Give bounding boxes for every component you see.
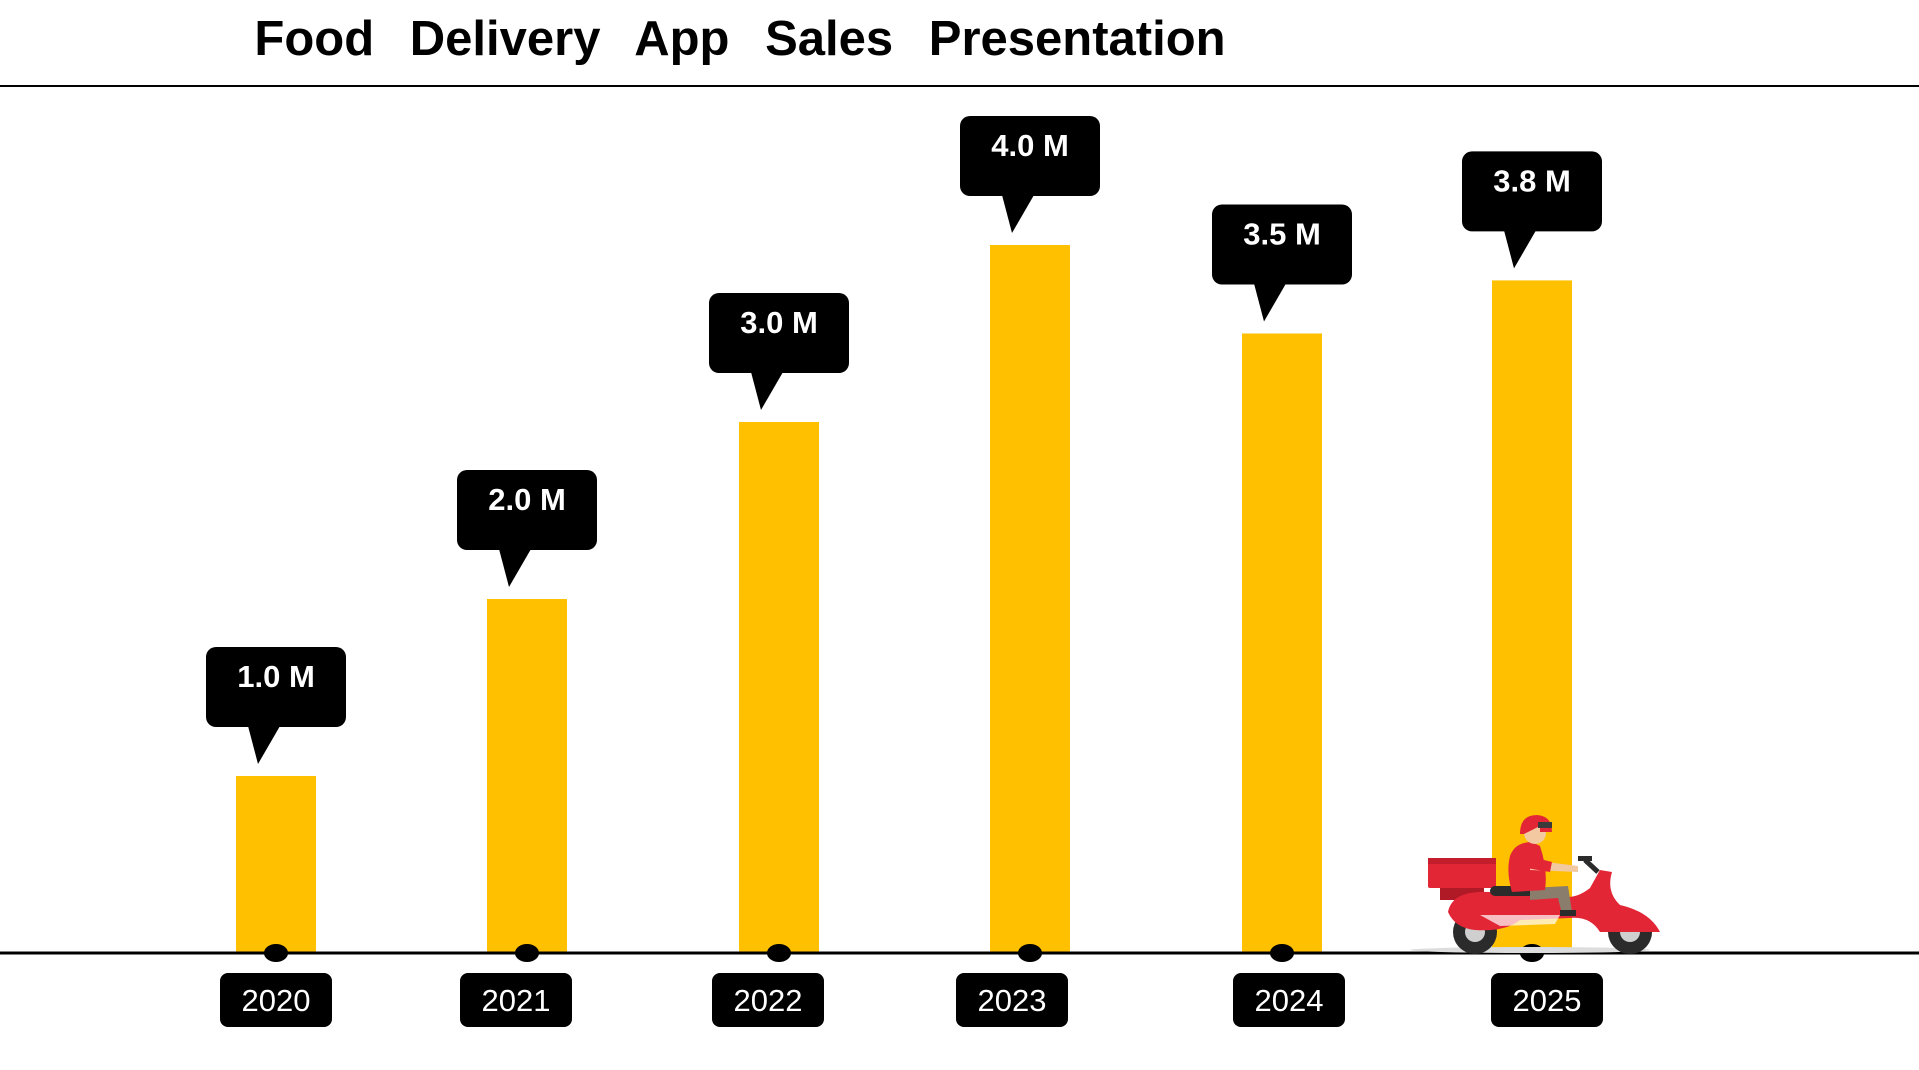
x-tick-label: 2025 — [1513, 983, 1582, 1018]
delivery-scooter-icon — [1410, 815, 1660, 954]
axis-marker-2020 — [264, 944, 288, 962]
callout-bubble — [1212, 204, 1352, 285]
callout-pointer — [1504, 230, 1536, 269]
axis-marker-2022 — [767, 944, 791, 962]
year-pill — [460, 973, 572, 1027]
bar-2020 — [236, 776, 316, 953]
callout-pointer — [499, 549, 531, 587]
year-pill — [1491, 973, 1603, 1027]
year-label-2021: 2021 — [460, 973, 572, 1027]
callout-pointer — [751, 372, 783, 410]
value-callout-2023: 4.0 M — [960, 116, 1100, 233]
value-callout-2022: 3.0 M — [709, 293, 849, 410]
year-label-2023: 2023 — [956, 973, 1068, 1027]
year-pill — [956, 973, 1068, 1027]
bar-2024 — [1242, 333, 1322, 953]
value-callout-2021: 2.0 M — [457, 470, 597, 587]
x-tick-label: 2020 — [242, 983, 311, 1018]
data-label: 3.5 M — [1243, 217, 1321, 252]
callout-bubble — [457, 470, 597, 550]
axis-marker-2025 — [1520, 944, 1544, 962]
value-callout-2025: 3.8 M — [1462, 151, 1602, 269]
year-label-2022: 2022 — [712, 973, 824, 1027]
year-labels-layer: 2020 2021 2022 2023 2024 2025 — [220, 973, 1603, 1027]
data-label: 3.8 M — [1493, 163, 1571, 198]
data-label: 3.0 M — [740, 305, 818, 340]
bar-2023 — [990, 245, 1070, 953]
data-label: 4.0 M — [991, 128, 1069, 163]
callout-pointer — [1002, 195, 1034, 233]
callout-pointer — [1254, 283, 1286, 322]
axis-marker-2024 — [1270, 944, 1294, 962]
year-pill — [220, 973, 332, 1027]
year-label-2024: 2024 — [1233, 973, 1345, 1027]
x-tick-label: 2022 — [734, 983, 803, 1018]
callout-pointer — [248, 726, 280, 764]
axis-marker-2021 — [515, 944, 539, 962]
axis-marker-2023 — [1018, 944, 1042, 962]
value-callout-2024: 3.5 M — [1212, 204, 1352, 322]
callout-bubble — [206, 647, 346, 727]
callout-bubble — [960, 116, 1100, 196]
year-label-2020: 2020 — [220, 973, 332, 1027]
value-callout-2020: 1.0 M — [206, 647, 346, 764]
year-pill — [1233, 973, 1345, 1027]
x-tick-label: 2023 — [978, 983, 1047, 1018]
callout-bubble — [709, 293, 849, 373]
bar-2022 — [739, 422, 819, 953]
year-label-2025: 2025 — [1491, 973, 1603, 1027]
bars-layer — [236, 245, 1572, 953]
callout-bubble — [1462, 151, 1602, 232]
year-pill — [712, 973, 824, 1027]
chart-title: Food Delivery App Sales Presentation — [254, 12, 1225, 66]
bar-2021 — [487, 599, 567, 953]
x-tick-label: 2024 — [1255, 983, 1324, 1018]
callouts-layer: 1.0 M 2.0 M 3.0 M 4.0 M 3.5 M 3.8 M — [206, 116, 1602, 764]
data-label: 1.0 M — [237, 659, 315, 694]
data-label: 2.0 M — [488, 482, 566, 517]
x-tick-label: 2021 — [482, 983, 551, 1018]
